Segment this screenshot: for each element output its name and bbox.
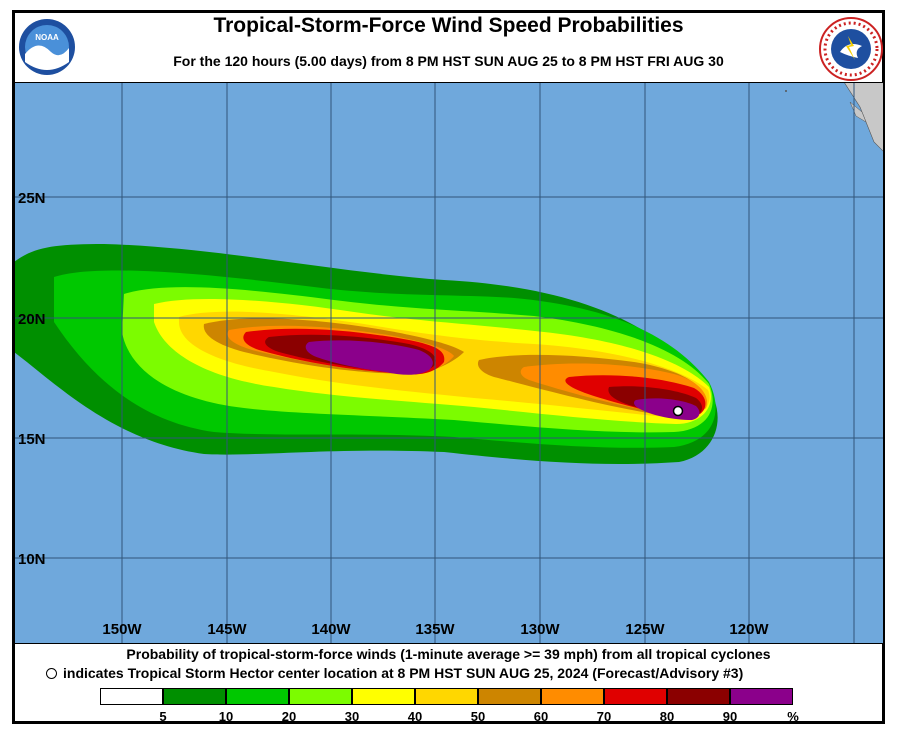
footer-center-text: indicates Tropical Storm Hector center l… — [63, 665, 744, 681]
lon-label-140w: 140W — [311, 621, 351, 638]
legend-label: 30 — [344, 709, 360, 724]
lon-label-125w: 125W — [625, 621, 665, 638]
legend-label: 5 — [159, 709, 167, 724]
map-grid — [14, 82, 884, 644]
lon-label-135w: 135W — [415, 621, 455, 638]
legend-swatch — [226, 688, 289, 705]
legend-label: 70 — [596, 709, 612, 724]
legend-label: 90 — [722, 709, 738, 724]
legend-label: 80 — [659, 709, 675, 724]
center-marker-icon — [46, 668, 57, 679]
legend-swatch — [667, 688, 730, 705]
legend-swatch — [541, 688, 604, 705]
storm-center-marker — [672, 405, 684, 417]
footer-center-note: indicates Tropical Storm Hector center l… — [46, 665, 743, 681]
lat-label-20n: 20N — [18, 311, 46, 328]
page-subtitle: For the 120 hours (5.00 days) from 8 PM … — [173, 53, 724, 69]
legend-swatch — [352, 688, 415, 705]
legend-label: % — [787, 709, 799, 724]
lon-label-145w: 145W — [207, 621, 247, 638]
lon-label-150w: 150W — [102, 621, 142, 638]
legend-swatch — [289, 688, 352, 705]
lat-label-15n: 15N — [18, 431, 46, 448]
legend-swatch — [163, 688, 226, 705]
contour-90b — [634, 398, 700, 420]
legend-swatch — [604, 688, 667, 705]
nws-logo — [819, 17, 883, 81]
island — [785, 90, 787, 92]
noaa-logo: NOAA — [19, 19, 75, 75]
contour-90 — [305, 340, 433, 375]
svg-text:NOAA: NOAA — [35, 33, 59, 42]
lat-label-10n: 10N — [18, 551, 46, 568]
legend-swatch — [100, 688, 163, 705]
lon-label-130w: 130W — [520, 621, 560, 638]
footer-description: Probability of tropical-storm-force wind… — [126, 646, 771, 662]
legend-swatch — [478, 688, 541, 705]
legend-label: 40 — [407, 709, 423, 724]
page-title: Tropical-Storm-Force Wind Speed Probabil… — [213, 14, 684, 37]
legend-label: 60 — [533, 709, 549, 724]
lon-label-120w: 120W — [729, 621, 769, 638]
legend-swatch — [415, 688, 478, 705]
legend-label: 50 — [470, 709, 486, 724]
lat-label-25n: 25N — [18, 190, 46, 207]
legend-label: 20 — [281, 709, 297, 724]
legend-swatch — [730, 688, 793, 705]
probability-map: 25N 20N 15N 10N 150W 145W 140W 135W 130W… — [14, 82, 884, 644]
legend-label: 10 — [218, 709, 234, 724]
